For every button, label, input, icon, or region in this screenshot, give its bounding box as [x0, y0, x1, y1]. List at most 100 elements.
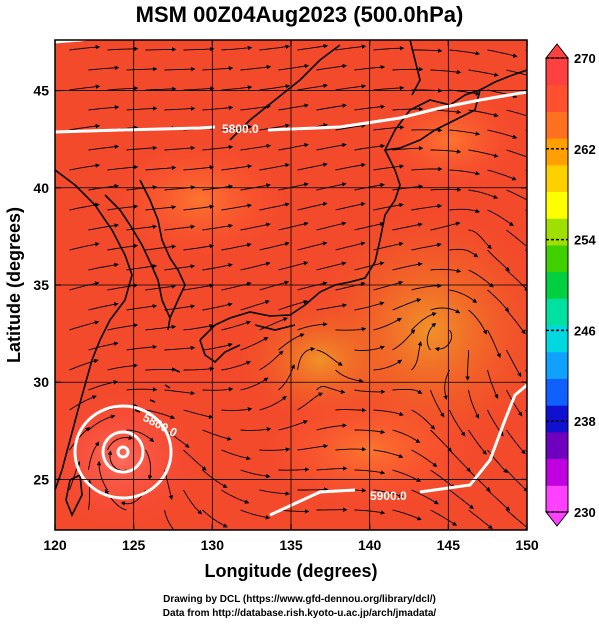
streamline-arrow: [506, 509, 527, 530]
streamline-arrow: [487, 369, 499, 400]
streamline-arrow: [316, 142, 347, 151]
streamline-arrow: [202, 263, 233, 271]
streamline-arrow: [107, 204, 139, 211]
streamline-arrow: [430, 187, 462, 192]
streamline-arrow: [164, 304, 196, 311]
streamline-arrow: [443, 369, 450, 400]
streamline-arrow: [259, 241, 290, 251]
streamline-arrow: [335, 201, 366, 211]
x-axis-label: Longitude (degrees): [204, 561, 377, 581]
streamline-arrow: [164, 389, 196, 396]
colorbar-label: 246: [574, 323, 596, 338]
streamline-arrow: [96, 460, 108, 491]
streamline-arrow: [107, 164, 139, 171]
colorbar-segment: [546, 325, 568, 353]
streamline-arrow: [202, 223, 233, 231]
colorbar-segment: [546, 378, 568, 406]
coastlines: [55, 40, 527, 517]
streamline-arrow: [430, 221, 461, 231]
streamline-arrow: [468, 269, 494, 288]
streamline-arrow: [297, 241, 328, 251]
streamline-arrow: [240, 377, 269, 391]
streamline-arrow: [316, 261, 347, 271]
x-tick-label: 120: [43, 537, 67, 553]
streamline-arrow: [107, 323, 138, 331]
streamline-arrow: [145, 86, 177, 92]
colorbar-label: 262: [574, 142, 596, 157]
streamline-arrow: [259, 280, 290, 291]
streamline-arrow: [297, 322, 328, 331]
streamline-arrow: [183, 283, 214, 291]
streamline-arrow: [430, 268, 462, 273]
streamline-arrow: [335, 84, 367, 91]
streamline-arrow: [487, 209, 514, 227]
streamline-arrow: [373, 125, 405, 131]
contour-label: 5800.0: [222, 122, 259, 136]
streamline-arrow: [525, 449, 527, 453]
x-tick-label: 150: [515, 537, 539, 553]
streamline-arrow: [126, 106, 158, 111]
streamline-arrow: [434, 329, 453, 352]
streamline-arrow: [506, 349, 522, 378]
streamline-arrow: [183, 323, 214, 331]
streamline-arrow: [221, 449, 251, 461]
streamline-arrow: [107, 283, 138, 291]
streamline-arrow: [468, 69, 499, 77]
streamline-arrow: [468, 389, 480, 419]
streamline-arrow: [468, 229, 492, 250]
streamline-arrow: [164, 66, 196, 72]
streamline-arrow: [411, 48, 443, 53]
streamline-arrow: [145, 47, 177, 52]
streamline-arrow: [221, 242, 252, 251]
streamline-arrow: [278, 299, 309, 311]
streamline-arrow: [278, 467, 310, 472]
streamline-arrow: [221, 489, 250, 504]
streamline-arrow: [487, 329, 501, 359]
streamline-arrow: [297, 201, 328, 211]
streamline-arrow: [506, 469, 527, 493]
streamline-arrow: [69, 123, 101, 131]
streamline-arrow: [506, 309, 526, 335]
streamline-arrow: [240, 337, 269, 351]
streamline-arrow: [525, 289, 527, 293]
streamline-arrow: [316, 466, 348, 471]
streamline-arrow: [69, 358, 99, 371]
streamline-arrow: [506, 109, 527, 117]
streamline-arrow: [69, 163, 100, 171]
colorbar-min-arrow: [544, 511, 570, 527]
x-tick-label: 140: [358, 537, 382, 553]
streamline-arrow: [297, 392, 324, 411]
wind-streamlines: [69, 43, 527, 530]
streamline-arrow: [316, 63, 348, 71]
streamline-arrow: [487, 289, 510, 312]
streamline-arrow: [316, 349, 343, 366]
streamline-arrow: [335, 241, 366, 251]
streamline-arrow: [278, 103, 309, 111]
streamline-arrow: [316, 182, 347, 191]
streamline-arrow: [411, 283, 442, 291]
streamline-arrow: [126, 387, 158, 392]
streamline-arrow: [354, 301, 385, 311]
streamline-arrow: [88, 302, 119, 311]
streamline-arrow: [240, 509, 271, 520]
streamline-arrow: [430, 69, 462, 75]
streamline-arrow: [373, 85, 405, 91]
streamline-arrow: [240, 469, 271, 479]
streamline-arrow: [506, 229, 527, 250]
colorbar-segment: [546, 458, 568, 486]
streamline-arrow: [202, 429, 232, 441]
streamline-arrow: [88, 262, 119, 271]
streamline-arrow: [221, 164, 253, 171]
streamline-arrow: [278, 261, 309, 271]
streamline-arrow: [240, 299, 270, 311]
streamline-arrow: [525, 369, 527, 374]
colorbar-segment: [546, 244, 568, 273]
streamline-arrow: [202, 387, 234, 392]
colorbar-segment: [546, 164, 568, 193]
streamline-arrow: [164, 429, 190, 448]
streamline-arrow: [69, 202, 100, 211]
streamline-arrow: [373, 409, 404, 417]
streamline-arrow: [297, 43, 329, 51]
streamline-arrow: [278, 363, 295, 391]
streamline-arrow: [183, 409, 214, 419]
